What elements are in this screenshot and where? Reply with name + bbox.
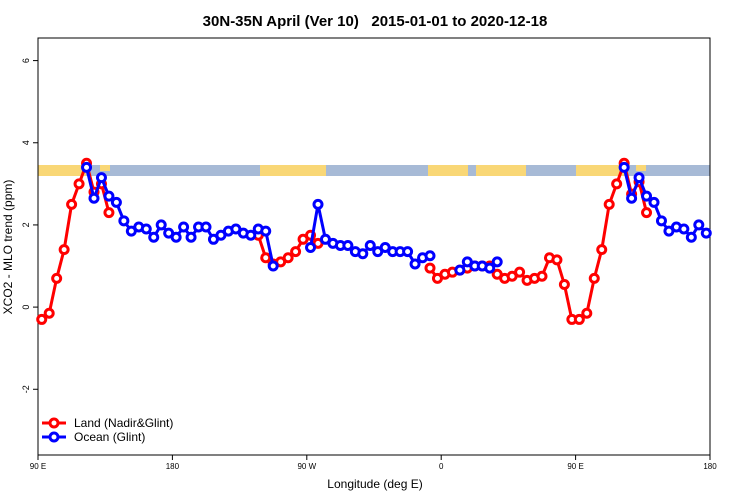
data-point — [103, 190, 115, 202]
data-point — [305, 242, 317, 254]
data-point — [364, 239, 376, 251]
data-point — [357, 248, 369, 260]
data-point — [140, 223, 152, 235]
y-tick-label: -2 — [21, 385, 31, 393]
y-axis-label: XCO2 - MLO trend (ppm) — [1, 180, 15, 315]
data-point — [655, 215, 667, 227]
data-point — [312, 198, 324, 210]
data-point — [103, 207, 115, 219]
data-point — [573, 313, 585, 325]
data-point — [581, 307, 593, 319]
data-point — [409, 258, 421, 270]
data-point — [678, 223, 690, 235]
data-point — [648, 196, 660, 208]
legend-label: Ocean (Glint) — [74, 430, 145, 444]
ocean-band — [38, 165, 710, 176]
x-tick-label: 180 — [166, 462, 180, 471]
data-point — [484, 262, 496, 274]
y-tick-label: 6 — [21, 58, 31, 63]
data-point — [118, 215, 130, 227]
data-point — [558, 279, 570, 291]
data-point — [36, 313, 48, 325]
data-point — [148, 231, 160, 243]
series-line — [40, 161, 648, 321]
data-point — [66, 198, 78, 210]
data-point — [536, 270, 548, 282]
data-point — [618, 161, 630, 173]
land-band — [476, 165, 526, 176]
x-tick-label: 0 — [439, 462, 444, 471]
data-point — [402, 246, 414, 258]
data-point — [51, 272, 63, 284]
data-point — [282, 252, 294, 264]
data-point — [110, 196, 122, 208]
data-point — [424, 262, 436, 274]
data-point — [693, 219, 705, 231]
land-band — [576, 165, 624, 176]
data-point — [685, 231, 697, 243]
land-band — [38, 165, 86, 176]
y-tick-label: 4 — [21, 140, 31, 145]
data-point — [81, 161, 93, 173]
data-point — [626, 192, 638, 204]
data-point — [342, 239, 354, 251]
data-point — [491, 256, 503, 268]
data-point — [290, 246, 302, 258]
data-point — [155, 219, 167, 231]
data-point — [260, 252, 272, 264]
data-point — [200, 221, 212, 233]
data-point — [170, 231, 182, 243]
x-tick-label: 90 W — [297, 462, 316, 471]
x-tick-label: 90 E — [567, 462, 583, 471]
x-tick-label: 180 — [703, 462, 717, 471]
plot-frame — [37, 37, 711, 456]
land-band — [428, 165, 468, 176]
data-point — [588, 272, 600, 284]
data-point — [641, 207, 653, 219]
data-point — [58, 244, 70, 256]
data-point — [641, 190, 653, 202]
data-point — [454, 264, 466, 276]
data-point — [43, 307, 55, 319]
data-point — [424, 250, 436, 262]
data-point — [633, 172, 645, 184]
legend-marker — [48, 431, 60, 443]
data-point — [267, 260, 279, 272]
data-point — [603, 198, 615, 210]
data-point — [514, 266, 526, 278]
land-band — [260, 165, 326, 176]
x-axis-label: Longitude (deg E) — [327, 477, 422, 491]
data-point — [95, 172, 107, 184]
data-point — [185, 231, 197, 243]
data-point — [73, 178, 85, 190]
legend-label: Land (Nadir&Glint) — [74, 416, 173, 430]
land-band — [100, 165, 110, 171]
data-point — [700, 227, 712, 239]
data-point — [551, 254, 563, 266]
data-point — [596, 244, 608, 256]
map-strip — [38, 165, 710, 176]
y-tick-label: 0 — [21, 305, 31, 310]
data-point — [178, 221, 190, 233]
data-point — [245, 229, 257, 241]
y-tick-label: 2 — [21, 222, 31, 227]
data-point — [260, 225, 272, 237]
legend-marker — [48, 417, 60, 429]
chart-title: 30N-35N April (Ver 10) 2015-01-01 to 202… — [203, 13, 548, 30]
data-point — [88, 192, 100, 204]
land-band — [636, 165, 646, 171]
data-point — [611, 178, 623, 190]
x-tick-label: 90 E — [30, 462, 46, 471]
